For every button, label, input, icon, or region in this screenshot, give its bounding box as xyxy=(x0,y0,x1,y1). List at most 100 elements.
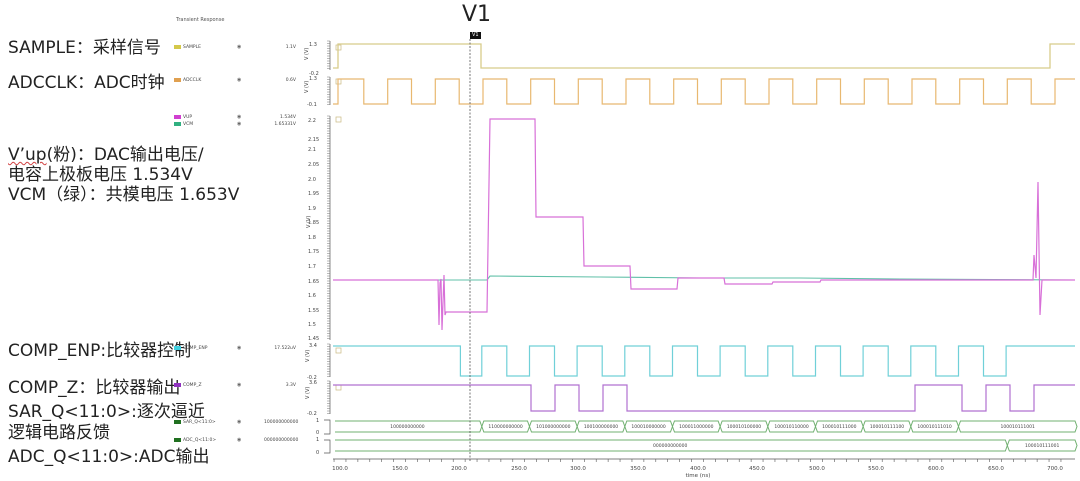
sample-yaxis-label: V (V) xyxy=(304,48,310,60)
svg-text:100010111010: 100010111010 xyxy=(917,424,951,430)
svg-text:100010000000: 100010000000 xyxy=(631,424,665,430)
comp-z-ymax: 3.6 xyxy=(309,380,317,386)
vup-tick: 1.5 xyxy=(308,322,316,328)
svg-text:100100000000: 100100000000 xyxy=(584,424,618,430)
legend-comp-z[interactable]: COMP_Z ◉ 3.3V xyxy=(174,381,296,389)
svg-text:100010111100: 100010111100 xyxy=(870,424,904,430)
legend-sar-q[interactable]: SAR_Q<11:0> ◉ 100000000000 xyxy=(174,418,298,426)
adcclk-waveform xyxy=(333,78,1075,105)
comp-enp-ymax: 3.4 xyxy=(309,343,317,349)
annotation-vup-symbol: V’up xyxy=(8,145,47,165)
svg-text:100.0: 100.0 xyxy=(332,466,348,472)
legend-adc-q[interactable]: ADC_Q<11:0> ◉ 000000000000 xyxy=(174,436,298,444)
svg-text:000000000000: 000000000000 xyxy=(653,443,687,449)
visibility-eye-icon[interactable]: ◉ xyxy=(237,44,242,50)
svg-text:250.0: 250.0 xyxy=(511,466,527,472)
svg-text:700.0: 700.0 xyxy=(1047,466,1063,472)
sar-q-bus xyxy=(335,420,1078,433)
comp-enp-waveform xyxy=(333,345,1075,377)
svg-text:500.0: 500.0 xyxy=(809,466,825,472)
plot-title: Transient Response xyxy=(176,17,225,23)
comp-z-ymin: -0.2 xyxy=(307,411,317,417)
visibility-eye-icon[interactable]: ◉ xyxy=(237,114,242,120)
annotation-comp-z: COMP_Z：比较器输出 xyxy=(8,378,181,398)
annotation-adcclk: ADCCLK：ADC时钟 xyxy=(8,73,165,93)
x-axis-label: time (ns) xyxy=(686,473,711,479)
vup-tick: 1.45 xyxy=(308,336,319,342)
color-swatch-icon xyxy=(174,383,181,387)
vup-tick: 1.7 xyxy=(308,264,316,270)
y-minor-ticks xyxy=(327,40,330,414)
adcclk-yaxis-label: V (V) xyxy=(304,81,310,93)
legend-adcclk[interactable]: ADCCLK ◉ 0.6V xyxy=(174,76,296,84)
vup-waveform xyxy=(333,118,1075,331)
color-swatch-icon xyxy=(174,346,181,350)
adc-q-bus xyxy=(335,439,1078,452)
cursor-v1-tag[interactable]: V1 xyxy=(470,32,481,39)
legend-vcm[interactable]: VCM ◉ 1.65331V xyxy=(174,120,296,128)
svg-text:101000000000: 101000000000 xyxy=(536,424,570,430)
annotation-vup-desc: (粉)：DAC输出电压/ xyxy=(46,145,204,165)
adcclk-ymax: 1.3 xyxy=(309,76,317,82)
vup-tick: 2.05 xyxy=(308,162,319,168)
comp-enp-yaxis-label: V (V) xyxy=(305,350,311,362)
legend-comp-enp[interactable]: COMP_ENP ◉ 17.522uV xyxy=(174,344,296,352)
annotation-sar-q-2: 逻辑电路反馈 xyxy=(8,423,110,443)
svg-text:100010111001: 100010111001 xyxy=(1001,424,1035,430)
x-axis-ticks xyxy=(333,459,1062,462)
annotation-sar-q-1: SAR_Q<11:0>:逐次逼近 xyxy=(8,402,205,422)
x-tick-labels: 100.0 150.0 200.0 250.0 300.0 350.0 400.… xyxy=(332,466,1063,472)
color-swatch-icon xyxy=(174,78,181,82)
visibility-eye-icon[interactable]: ◉ xyxy=(237,121,242,127)
visibility-eye-icon[interactable]: ◉ xyxy=(237,345,242,351)
svg-text:100010110000: 100010110000 xyxy=(774,424,808,430)
bus-value-labels: 100000000000 110000000000 101000000000 1001… xyxy=(390,424,1059,449)
svg-text:100000000000: 100000000000 xyxy=(390,424,424,430)
color-swatch-icon xyxy=(174,122,181,126)
svg-text:200.0: 200.0 xyxy=(451,466,467,472)
vup-tick: 2.2 xyxy=(308,118,316,124)
visibility-eye-icon[interactable]: ◉ xyxy=(237,437,242,443)
annotation-vup: V’up(粉)：DAC输出电压/ xyxy=(8,140,204,165)
svg-text:100010111000: 100010111000 xyxy=(822,424,856,430)
visibility-eye-icon[interactable]: ◉ xyxy=(237,382,242,388)
annotation-sample: SAMPLE：采样信号 xyxy=(8,38,161,58)
comp-z-waveform xyxy=(333,384,1075,412)
adc-q-ymax: 1 xyxy=(316,437,319,443)
legend-sample[interactable]: SAMPLE ◉ 1.1V xyxy=(174,43,296,51)
legend-vup[interactable]: VUP ◉ 1.534V xyxy=(174,113,296,121)
visibility-eye-icon[interactable]: ◉ xyxy=(237,419,242,425)
sar-q-ymax: 1 xyxy=(316,418,319,424)
svg-text:450.0: 450.0 xyxy=(749,466,765,472)
svg-text:100011000000: 100011000000 xyxy=(679,424,713,430)
vup-tick: 1.75 xyxy=(308,249,319,255)
annotation-adc-q: ADC_Q<11:0>:ADC输出 xyxy=(8,447,210,467)
comp-z-yaxis-label: V (V) xyxy=(305,387,311,399)
vup-tick: 1.6 xyxy=(308,293,316,299)
svg-text:300.0: 300.0 xyxy=(570,466,586,472)
svg-text:150.0: 150.0 xyxy=(392,466,408,472)
comp-enp-ymin: -0.2 xyxy=(307,375,317,381)
sar-q-ymin: 0 xyxy=(316,430,319,436)
color-swatch-icon xyxy=(174,115,181,119)
visibility-eye-icon[interactable]: ◉ xyxy=(237,77,242,83)
svg-text:350.0: 350.0 xyxy=(630,466,646,472)
color-swatch-icon xyxy=(174,438,181,442)
vup-tick: 1.65 xyxy=(308,279,319,285)
sample-waveform xyxy=(333,43,1075,69)
svg-text:110000000000: 110000000000 xyxy=(488,424,522,430)
vup-tick: 1.8 xyxy=(308,235,316,241)
adc-q-ymin: 0 xyxy=(316,450,319,456)
svg-text:550.0: 550.0 xyxy=(868,466,884,472)
svg-text:100010100000: 100010100000 xyxy=(727,424,761,430)
vup-tick: 2.0 xyxy=(308,177,316,183)
adcclk-ymin: -0.1 xyxy=(307,102,317,108)
color-swatch-icon xyxy=(174,45,181,49)
svg-text:600.0: 600.0 xyxy=(928,466,944,472)
sample-ymin: -0.2 xyxy=(309,71,319,77)
svg-text:650.0: 650.0 xyxy=(988,466,1004,472)
svg-text:100010111001: 100010111001 xyxy=(1025,443,1059,449)
cursor-big-label: V1 xyxy=(462,2,492,27)
vup-tick: 1.9 xyxy=(308,206,316,212)
